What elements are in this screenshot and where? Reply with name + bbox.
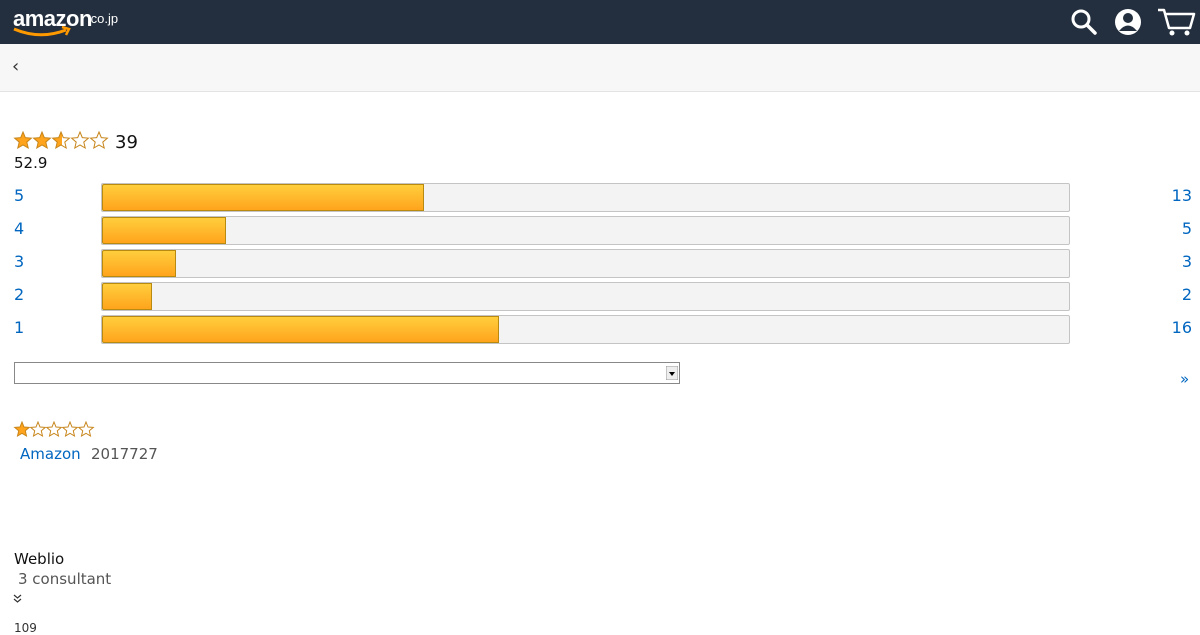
rating-score: 52.9: [14, 154, 48, 172]
star-label[interactable]: 1: [14, 318, 25, 337]
top-bar: [0, 0, 1200, 44]
count-label[interactable]: 16: [1171, 318, 1192, 337]
search-icon[interactable]: [1070, 8, 1098, 36]
bar: [102, 283, 152, 310]
footer-count: 109: [14, 621, 37, 635]
review-total: 39: [115, 132, 138, 153]
dropdown-arrow: [666, 366, 678, 380]
source-note: 3 consultant: [18, 570, 112, 588]
source-label: Weblio: [14, 550, 65, 568]
bar: [102, 184, 425, 211]
average-stars: [14, 131, 108, 149]
bar-track[interactable]: [101, 315, 1070, 344]
bar: [102, 250, 177, 277]
bar-track[interactable]: [101, 249, 1070, 278]
cart-icon[interactable]: [1156, 6, 1196, 38]
count-label[interactable]: 5: [1181, 219, 1192, 238]
next-page[interactable]: »: [1180, 370, 1190, 388]
sort-dropdown[interactable]: [14, 362, 680, 384]
sub-nav: [0, 44, 1200, 92]
review-stars: [14, 421, 94, 437]
count-label[interactable]: 3: [1181, 252, 1192, 271]
bar-track[interactable]: [101, 216, 1070, 245]
star-label[interactable]: 3: [14, 252, 25, 271]
star-label[interactable]: 2: [14, 285, 25, 304]
account-icon[interactable]: [1113, 7, 1143, 37]
star-label[interactable]: 5: [14, 186, 25, 205]
star-label[interactable]: 4: [14, 219, 25, 238]
count-label[interactable]: 13: [1171, 186, 1192, 205]
bar: [102, 217, 226, 244]
logo-suffix[interactable]: .co.jp: [87, 11, 119, 26]
expand-icon[interactable]: [12, 593, 24, 605]
back-button[interactable]: ‹: [12, 56, 20, 77]
bar: [102, 316, 499, 343]
count-label[interactable]: 2: [1181, 285, 1192, 304]
bar-track[interactable]: [101, 183, 1070, 212]
logo-smile: [13, 26, 71, 37]
review-date: 2017727: [91, 445, 158, 463]
review-author[interactable]: Amazon: [20, 445, 81, 463]
logo[interactable]: amazon: [13, 6, 92, 31]
bar-track[interactable]: [101, 282, 1070, 311]
